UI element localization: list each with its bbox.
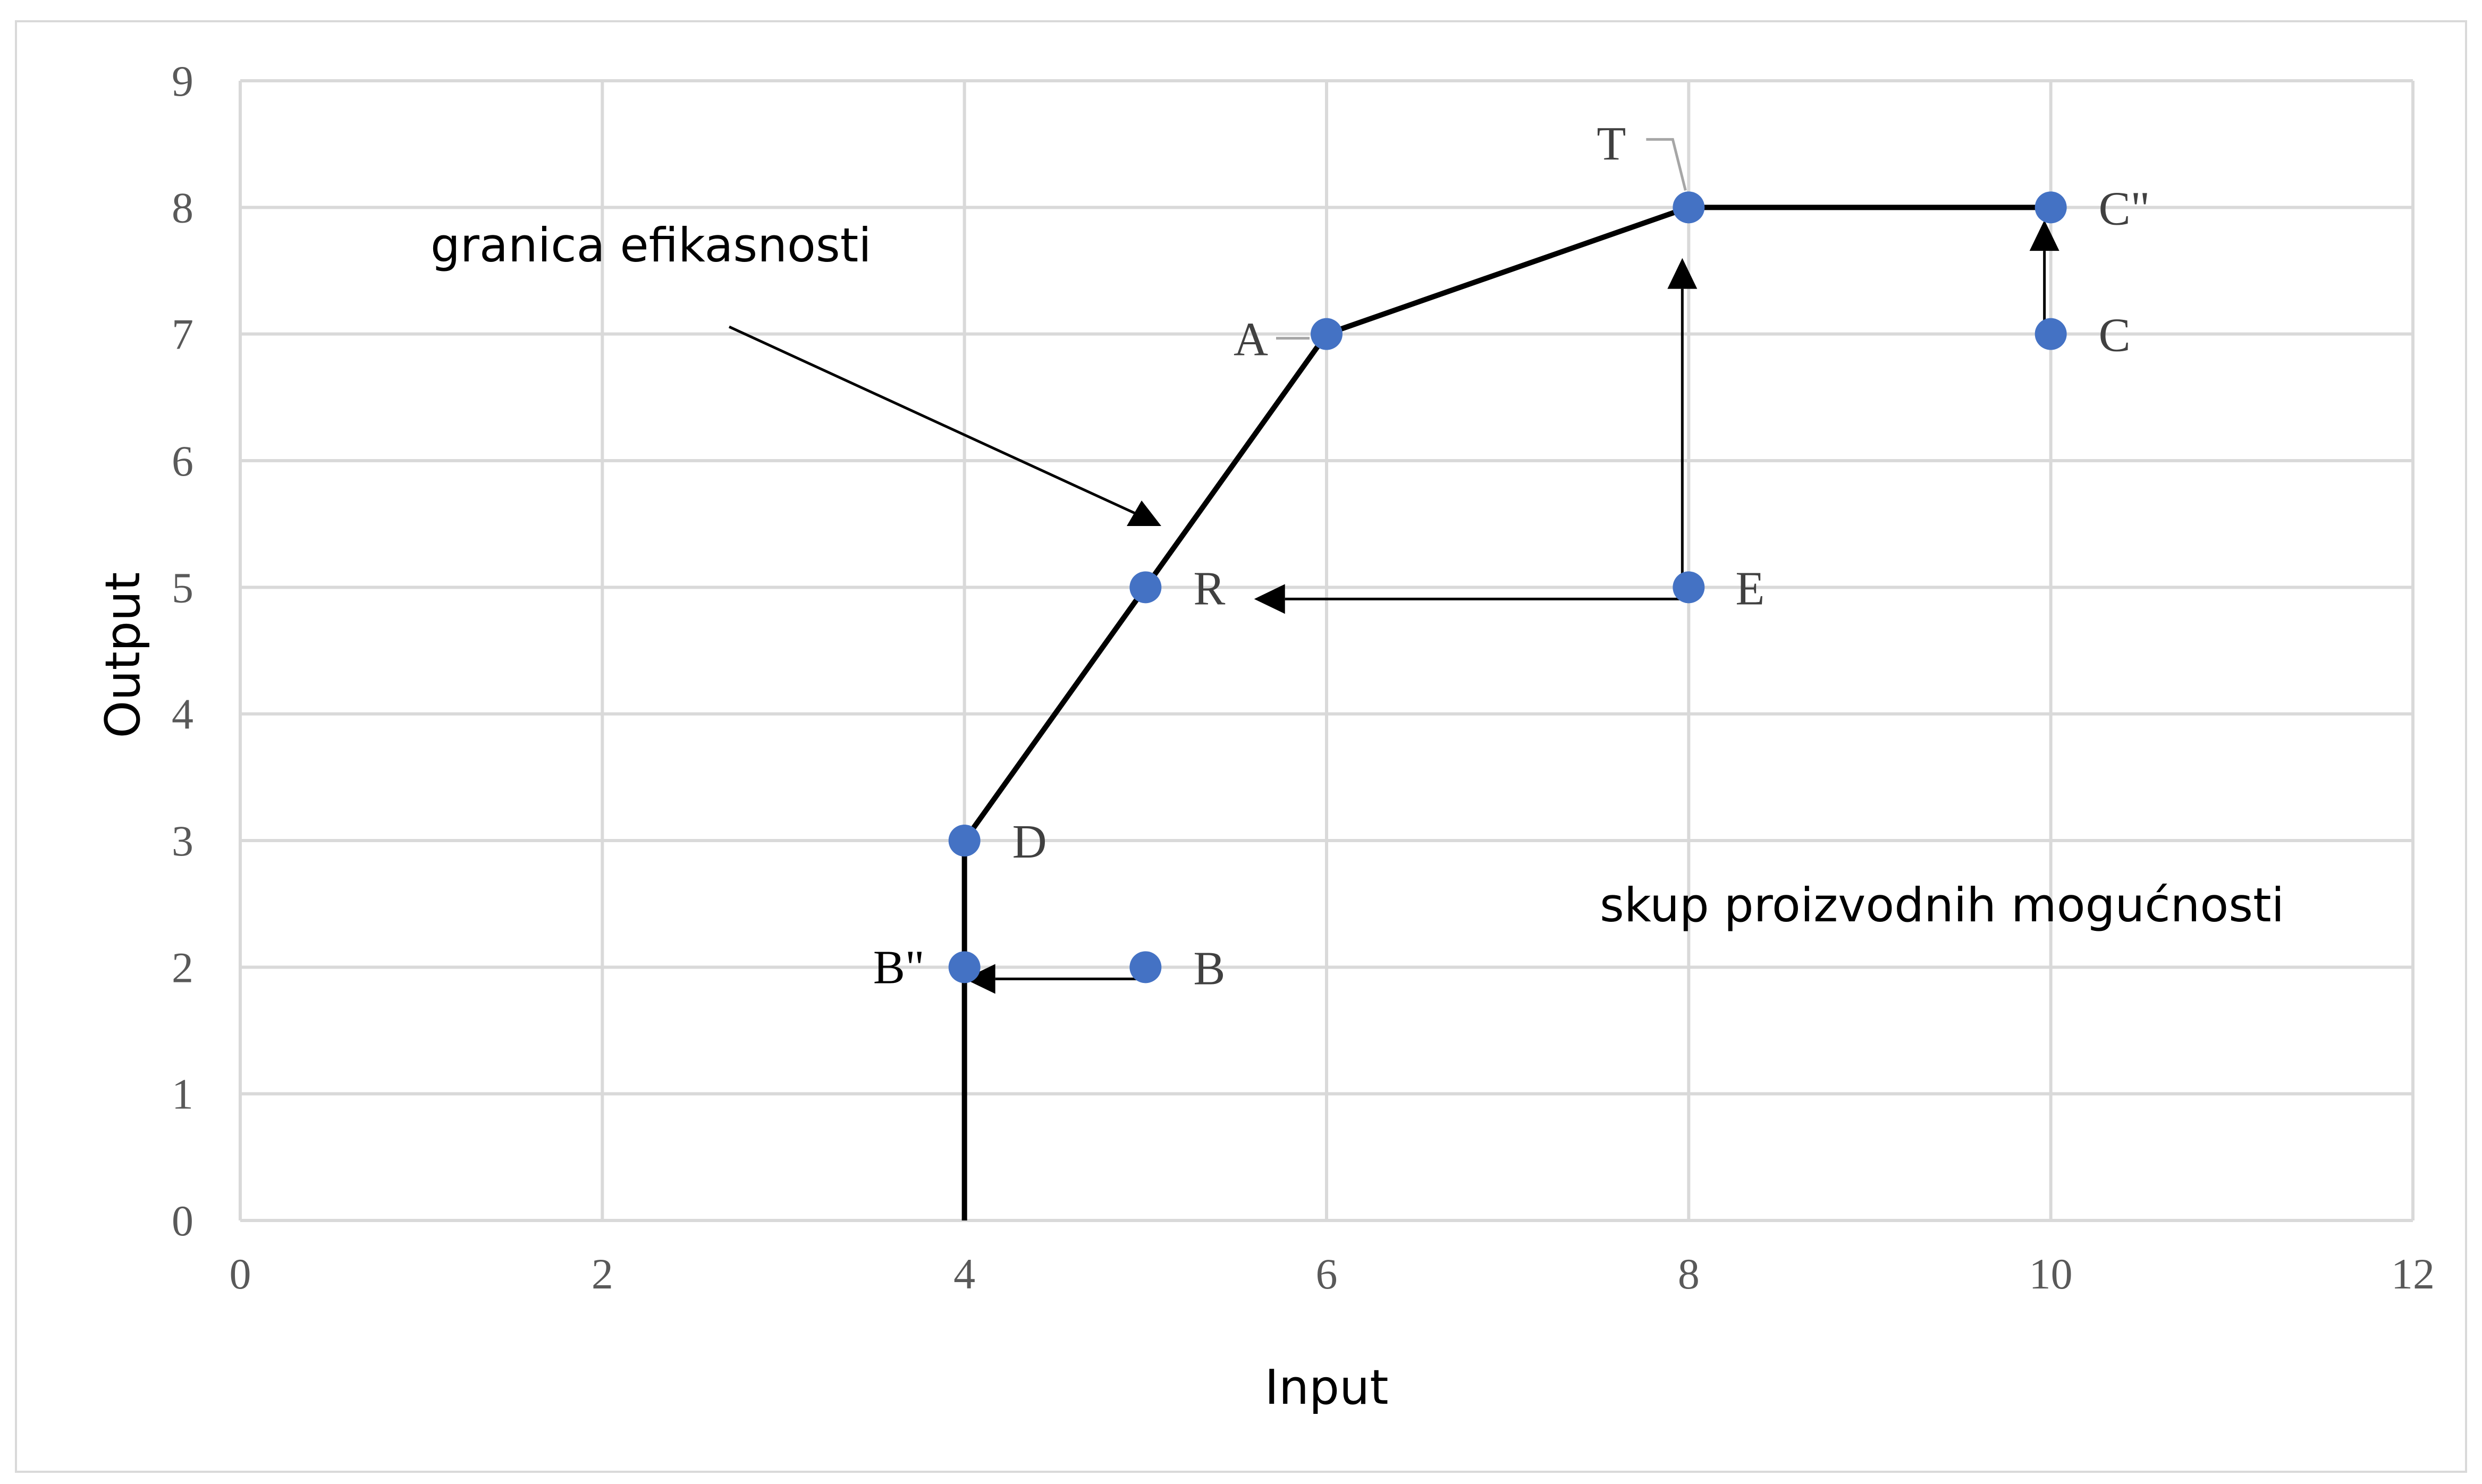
x-tick-label: 2 [592, 1250, 613, 1298]
data-point [1129, 951, 1162, 983]
leader-line [1646, 138, 1687, 191]
projection-arrows [964, 220, 2059, 994]
y-tick-label: 8 [172, 183, 193, 232]
annotation-frontier-label: granica efikasnosti [430, 218, 872, 273]
point-labels: D B" B R A T E C" C [873, 117, 2150, 995]
annotation-pointer-line [728, 325, 1138, 516]
point-label: E [1735, 562, 1765, 615]
y-tick-label: 3 [172, 817, 193, 865]
y-axis-title: Output [95, 572, 151, 739]
data-point [1673, 571, 1705, 604]
data-point [1311, 318, 1343, 350]
data-point [1673, 191, 1705, 224]
x-tick-label: 10 [2029, 1250, 2073, 1298]
x-tick-label: 12 [2391, 1250, 2435, 1298]
data-point [948, 951, 981, 983]
annotation-production-set: skup proizvodnih mogućnosti [1600, 878, 2284, 932]
y-tick-label: 9 [172, 57, 193, 105]
chart-frame [15, 20, 2467, 1473]
point-label: B [1193, 942, 1225, 995]
y-tick-label: 2 [172, 943, 193, 991]
y-tick-label: 5 [172, 563, 193, 612]
data-point [2034, 318, 2067, 350]
point-label: A [1234, 313, 1268, 366]
x-axis-title: Input [1264, 1360, 1388, 1415]
y-tick-label: 6 [172, 437, 193, 485]
y-tick-label: 7 [172, 310, 193, 359]
x-tick-label: 0 [230, 1250, 251, 1298]
projection-arrow-head-0 [964, 964, 995, 994]
point-label: B" [873, 941, 925, 994]
point-label: R [1193, 562, 1225, 615]
point-label: T [1597, 117, 1626, 170]
x-tick-label: 6 [1316, 1250, 1338, 1298]
y-tick-label: 0 [172, 1197, 193, 1245]
point-label: D [1012, 816, 1047, 868]
data-points [948, 191, 2067, 983]
projection-arrow-head-3 [2029, 220, 2059, 251]
data-point [1129, 571, 1162, 604]
x-tick-label: 8 [1678, 1250, 1700, 1298]
x-tick-label: 4 [953, 1250, 975, 1298]
y-tick-label: 4 [172, 690, 193, 739]
grid [239, 79, 2415, 1222]
point-label: C" [2099, 182, 2150, 235]
annotation-pointer-head [1127, 501, 1161, 526]
projection-arrow-head-1 [1254, 584, 1285, 614]
data-point [2034, 191, 2067, 224]
y-tick-label: 1 [172, 1070, 193, 1118]
projection-arrow-head-2 [1667, 258, 1698, 289]
point-label: C [2099, 309, 2131, 362]
data-point [948, 825, 981, 857]
